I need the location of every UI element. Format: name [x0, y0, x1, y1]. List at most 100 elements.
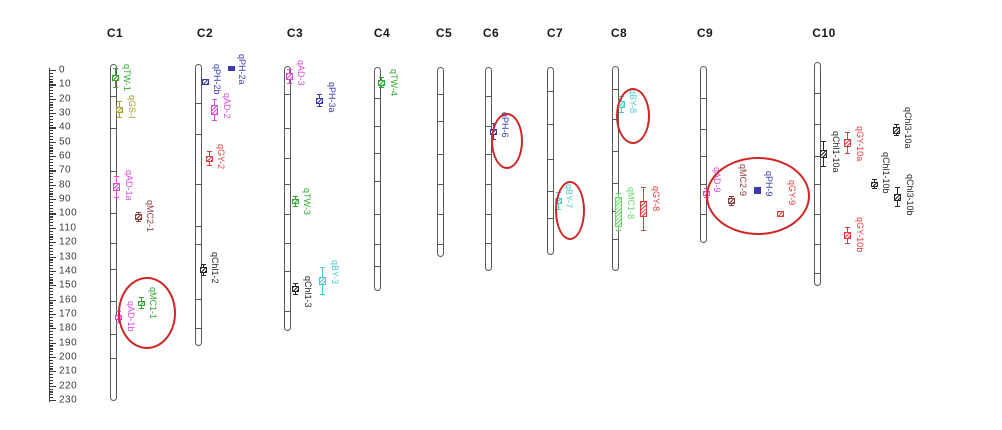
- ruler-tick-label: 140: [59, 265, 78, 277]
- qtl-interval-marker-qChl3-10a: [892, 124, 901, 136]
- ruler-minor-tick: [49, 250, 53, 252]
- marker-interval-box: [202, 78, 209, 85]
- ruler-minor-tick: [49, 176, 53, 178]
- chromosome-title-C2: C2: [196, 26, 214, 40]
- ruler-minor-tick: [49, 81, 53, 83]
- ruler-minor-tick: [49, 144, 53, 146]
- marker-cap: [895, 206, 900, 207]
- marker-interval-box: [116, 106, 123, 113]
- chromosome-segment-line: [613, 119, 618, 120]
- ruler-minor-tick: [49, 164, 53, 166]
- qtl-interval-marker-qMC1-8: [614, 193, 623, 231]
- chromosome-segment-line: [438, 214, 443, 215]
- marker-cap: [872, 179, 877, 180]
- ruler-minor-tick: [49, 391, 53, 393]
- qtl-interval-marker-qGY-8: [639, 187, 648, 231]
- ruler-minor-tick: [49, 136, 53, 138]
- ruler-minor-tick: [49, 187, 53, 189]
- ruler-minor-tick: [49, 394, 53, 396]
- marker-interval-box: [615, 197, 622, 227]
- marker-cap: [616, 193, 621, 194]
- marker-cap: [114, 176, 119, 177]
- chromosome-title-C7: C7: [546, 26, 564, 40]
- chromosome-segment-line: [111, 128, 116, 129]
- ruler-minor-tick: [49, 354, 53, 356]
- qtl-label-qMC2-1: qMC2-1: [145, 200, 155, 233]
- chromosome-segment-line: [375, 98, 380, 99]
- marker-cap: [894, 124, 899, 125]
- chromosome-segment-line: [548, 91, 553, 92]
- ruler-minor-tick: [49, 359, 53, 361]
- ruler-minor-tick: [49, 331, 53, 333]
- chromosome-segment-line: [815, 244, 820, 245]
- qtl-label-qChl3-10a: qChl3-10a: [903, 107, 913, 149]
- ruler-minor-tick: [49, 382, 53, 384]
- ruler-major-tick: [49, 199, 56, 201]
- ruler-tick-label: 80: [59, 179, 72, 191]
- ruler-minor-tick: [49, 216, 53, 218]
- marker-interval-box: [820, 150, 827, 158]
- chromosome-segment-line: [486, 214, 491, 215]
- ruler-minor-tick: [49, 219, 53, 221]
- marker-cap: [212, 99, 217, 100]
- marker-cap: [113, 68, 118, 69]
- ruler-minor-tick: [49, 104, 53, 106]
- chromosome-segment-line: [438, 244, 443, 245]
- chromosome-segment-line: [701, 156, 706, 157]
- qtl-label-qGY-10b: qGY-10b: [855, 217, 865, 253]
- chromosome-segment-line: [815, 214, 820, 215]
- marker-cap: [320, 267, 325, 268]
- ruler-minor-tick: [49, 334, 53, 336]
- ruler-minor-tick: [49, 296, 53, 298]
- marker-cap: [293, 206, 298, 207]
- ruler-minor-tick: [49, 362, 53, 364]
- ruler-minor-tick: [49, 336, 53, 339]
- chromosome-segment-line: [486, 96, 491, 97]
- qtl-label-qPH-3a: qPH-3a: [327, 82, 337, 113]
- qtl-label-qAD-3: qAD-3: [296, 60, 306, 86]
- ruler-major-tick: [49, 342, 56, 344]
- chromosome-segment-line: [548, 218, 553, 219]
- ruler-minor-tick: [49, 204, 53, 207]
- ruler-minor-tick: [49, 368, 53, 370]
- ruler-minor-tick: [49, 316, 53, 318]
- marker-interval-box: [135, 214, 142, 220]
- chromosome-segment-line: [285, 243, 290, 244]
- marker-cap: [287, 83, 292, 84]
- chromosome-segment-line: [486, 126, 491, 127]
- qtl-label-qMC1-8: qMC1-8: [626, 187, 636, 220]
- chromosome-title-C5: C5: [435, 26, 453, 40]
- marker-interval-box: [292, 286, 299, 292]
- chromosome-segment-line: [375, 153, 380, 154]
- ruler-minor-tick: [49, 181, 53, 184]
- marker-cap: [287, 69, 292, 70]
- ruler-major-tick: [49, 371, 56, 373]
- ruler-minor-tick: [49, 247, 53, 250]
- ruler-major-tick: [49, 313, 56, 316]
- qtl-interval-marker-qChl3-10b: [893, 187, 902, 207]
- ruler-minor-tick: [49, 190, 53, 192]
- ruler-tick-label: 150: [59, 279, 78, 291]
- ruler-minor-tick: [49, 276, 53, 278]
- ruler-minor-tick: [49, 265, 53, 267]
- chromosome-segment-line: [815, 124, 820, 125]
- ruler-minor-tick: [49, 101, 53, 103]
- chromosome-segment-line: [548, 191, 553, 192]
- qtl-label-qChl1-10b: qChl1-10b: [881, 152, 891, 194]
- ruler-major-tick: [49, 113, 56, 115]
- ruler-minor-tick: [49, 193, 53, 195]
- chromosome-bar-C3: [284, 66, 291, 331]
- chromosome-segment-line: [111, 269, 116, 270]
- qtl-interval-marker-qGY-10a: [843, 132, 852, 154]
- chromosome-segment-line: [111, 358, 116, 359]
- ruler-minor-tick: [49, 95, 53, 97]
- ruler-tick-label: 230: [59, 394, 78, 406]
- marker-interval-box: [844, 232, 851, 239]
- ruler-minor-tick: [49, 87, 53, 89]
- ruler-minor-tick: [49, 293, 53, 295]
- highlight-ellipse: [118, 277, 176, 349]
- marker-interval-box: [319, 277, 326, 285]
- ruler-minor-tick: [49, 262, 53, 264]
- qtl-interval-marker-qChl1-3: [291, 283, 300, 295]
